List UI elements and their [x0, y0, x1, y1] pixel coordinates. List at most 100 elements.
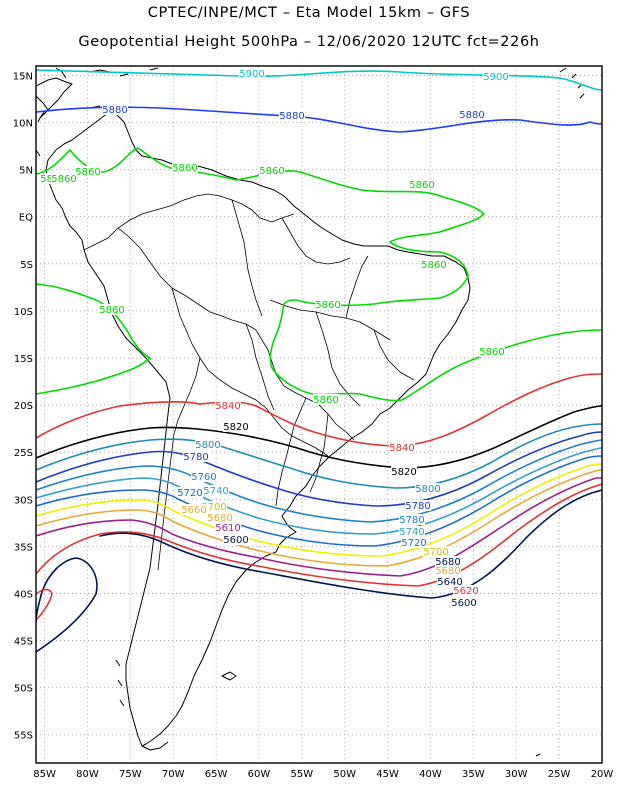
contour-label-background: [315, 299, 341, 310]
lon-tick-label: 20W: [591, 769, 614, 780]
lat-tick-label: 15S: [14, 354, 33, 365]
contour-label: 5780: [399, 515, 424, 526]
latitude-labels: 15N 10N 5N EQ 5S 10S 15S 20S 25S 30S 35S 40S 45S 50S 5…: [13, 71, 33, 741]
contour-label-background: [421, 259, 447, 270]
contour-label-background: [435, 565, 461, 576]
longitude-labels: 85W 80W 75W 70W 65W 60W 55W 50W 45W 40W 35W 30W 25W 2…: [33, 769, 613, 780]
contour-5780: [36, 431, 602, 507]
contour-label-background: [195, 439, 221, 450]
coastlines: [36, 67, 585, 757]
lat-tick-label: 25S: [14, 448, 33, 459]
contour-5800: [36, 423, 602, 489]
contour-5880: [36, 106, 602, 133]
lat-tick-label: 45S: [14, 637, 33, 648]
contour-label-background: [215, 522, 241, 533]
contour-label-background: [399, 526, 425, 537]
contour-label-background: [401, 537, 427, 548]
contour-5840: [36, 373, 602, 447]
contour-label: 5800: [415, 484, 440, 495]
contour-label-background: [459, 109, 485, 120]
lat-tick-label: 15N: [13, 71, 33, 82]
contour-label-background: [313, 394, 339, 405]
lon-tick-label: 75W: [119, 769, 142, 780]
contour-label: 5860: [51, 174, 76, 185]
contour-label: 5660: [181, 505, 206, 516]
contour-label-background: [389, 442, 415, 453]
contour-5740: [36, 447, 602, 535]
contour-label-background: [183, 451, 209, 462]
contour-5700: [36, 463, 602, 557]
lat-tick-label: 20S: [14, 401, 33, 412]
contour-label-background: [423, 546, 449, 557]
contour-5620-west: [36, 588, 53, 621]
contour-5760: [36, 439, 602, 523]
contour-label-background: [181, 504, 207, 515]
contour-label-background: [102, 104, 128, 115]
contour-label-background: [435, 556, 461, 567]
graticule: [36, 66, 603, 763]
lon-tick-label: 50W: [333, 769, 356, 780]
lon-tick-label: 65W: [205, 769, 228, 780]
lat-tick-label: 30S: [14, 495, 33, 506]
contour-label-background: [191, 471, 217, 482]
contour-label: 5840: [389, 443, 414, 454]
contour-label: 5680: [435, 557, 460, 568]
contour-label-background: [391, 466, 417, 477]
contour-label: 5860: [259, 166, 284, 177]
falkland-islands: [221, 671, 237, 681]
contour-label: 5700: [423, 547, 448, 558]
lat-tick-label: 35S: [14, 542, 33, 553]
contour-label: 5860: [315, 300, 340, 311]
lon-tick-label: 80W: [76, 769, 99, 780]
lat-tick-label: 40S: [14, 589, 33, 600]
contour-5860-north: [36, 147, 602, 402]
contour-label: 5780: [183, 452, 208, 463]
contour-5600: [36, 489, 602, 653]
lon-tick-label: 25W: [548, 769, 571, 780]
lat-tick-label: EQ: [19, 213, 33, 224]
contour-label: 5880: [279, 111, 304, 122]
contour-label-background: [172, 162, 198, 173]
contour-5900: [36, 69, 602, 91]
contour-label: 5840: [215, 401, 240, 412]
contour-label: 5600: [451, 598, 476, 609]
contour-5860-west: [36, 283, 151, 395]
lat-tick-label: 10S: [14, 307, 33, 318]
contour-label: 5880: [102, 105, 127, 116]
contour-label-background: [215, 400, 241, 411]
contour-label: 5860: [421, 260, 446, 271]
contour-5640: [36, 477, 602, 577]
lat-tick-label: 5S: [20, 260, 33, 271]
contour-label: 5600: [223, 535, 248, 546]
lat-tick-label: 55S: [14, 731, 33, 742]
contour-label: 5820: [391, 467, 416, 478]
tierra-del-fuego: [115, 659, 169, 751]
lat-tick-label: 50S: [14, 684, 33, 695]
contour-5820: [36, 405, 602, 469]
lat-tick-label: 10N: [13, 119, 33, 130]
contour-label: 5620: [453, 586, 478, 597]
contour-label-background: [223, 421, 249, 432]
contour-label-background: [51, 173, 77, 184]
contour-label: 5740: [399, 527, 424, 538]
contour-label: 5800: [195, 440, 220, 451]
contour-label: 5880: [459, 110, 484, 121]
contour-label-background: [75, 166, 101, 177]
contour-label: 5640: [437, 577, 462, 588]
contour-label: 5780: [405, 501, 430, 512]
contour-label-background: [415, 483, 441, 494]
contour-5720: [36, 455, 602, 547]
contour-label: 5900: [239, 69, 264, 80]
contour-label: 5860: [479, 347, 504, 358]
contour-label-background: [451, 597, 477, 608]
contour-label: 5760: [191, 472, 216, 483]
contour-label-background: [409, 179, 435, 190]
contour-label-background: [203, 485, 229, 496]
contour-5620: [36, 483, 602, 587]
lon-tick-label: 35W: [462, 769, 485, 780]
contour-label: 5740: [203, 486, 228, 497]
lat-tick-label: 5N: [19, 166, 33, 177]
contour-label-background: [177, 487, 203, 498]
lon-tick-label: 60W: [248, 769, 271, 780]
